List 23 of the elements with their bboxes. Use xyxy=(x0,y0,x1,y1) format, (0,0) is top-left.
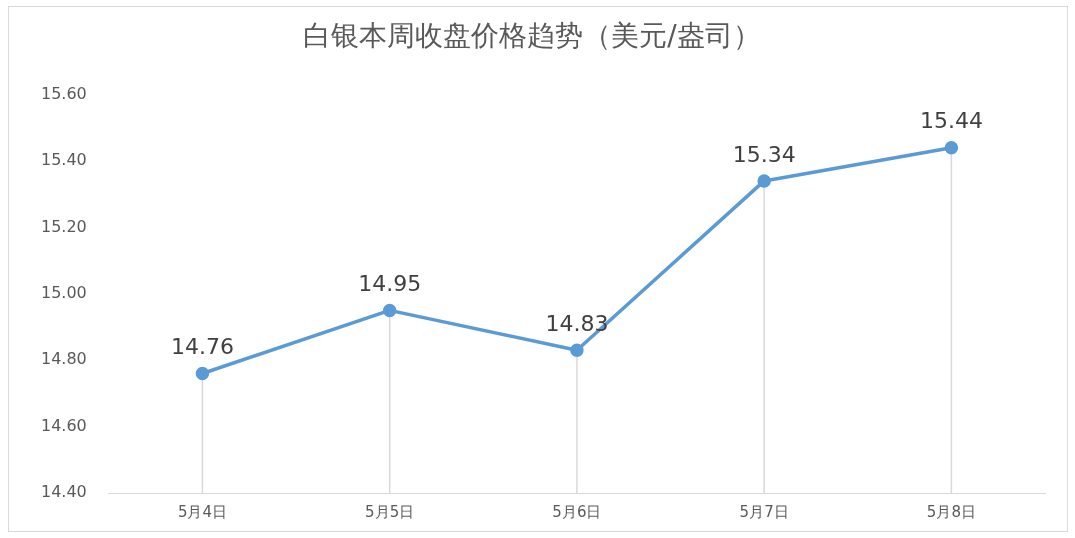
x-tick-label: 5月5日 xyxy=(365,502,415,521)
y-tick-label: 15.40 xyxy=(40,150,87,170)
y-tick-label: 14.40 xyxy=(40,482,87,502)
data-label: 14.76 xyxy=(170,334,234,360)
point xyxy=(382,303,397,318)
x-tick-label: 5月7日 xyxy=(739,502,789,521)
data-label: 15.34 xyxy=(732,141,796,167)
point xyxy=(570,343,584,357)
y-tick-label: 15.60 xyxy=(40,83,87,103)
point xyxy=(195,366,210,381)
x-tick-label: 5月6日 xyxy=(552,502,602,521)
y-tick-label: 14.60 xyxy=(40,415,87,435)
point xyxy=(944,140,959,155)
point xyxy=(757,174,771,188)
y-tick-label: 15.20 xyxy=(40,216,87,236)
x-tick-label: 5月8日 xyxy=(926,502,976,521)
data-label: 14.83 xyxy=(545,310,609,336)
y-tick-label: 15.00 xyxy=(40,282,87,302)
data-label: 15.44 xyxy=(919,108,983,134)
chart-title: 白银本周收盘价格趋势（美元/盎司） xyxy=(303,19,761,53)
x-tick-label: 5月4日 xyxy=(177,502,227,521)
data-label: 14.95 xyxy=(358,271,422,297)
y-tick-label: 14.80 xyxy=(40,349,87,369)
